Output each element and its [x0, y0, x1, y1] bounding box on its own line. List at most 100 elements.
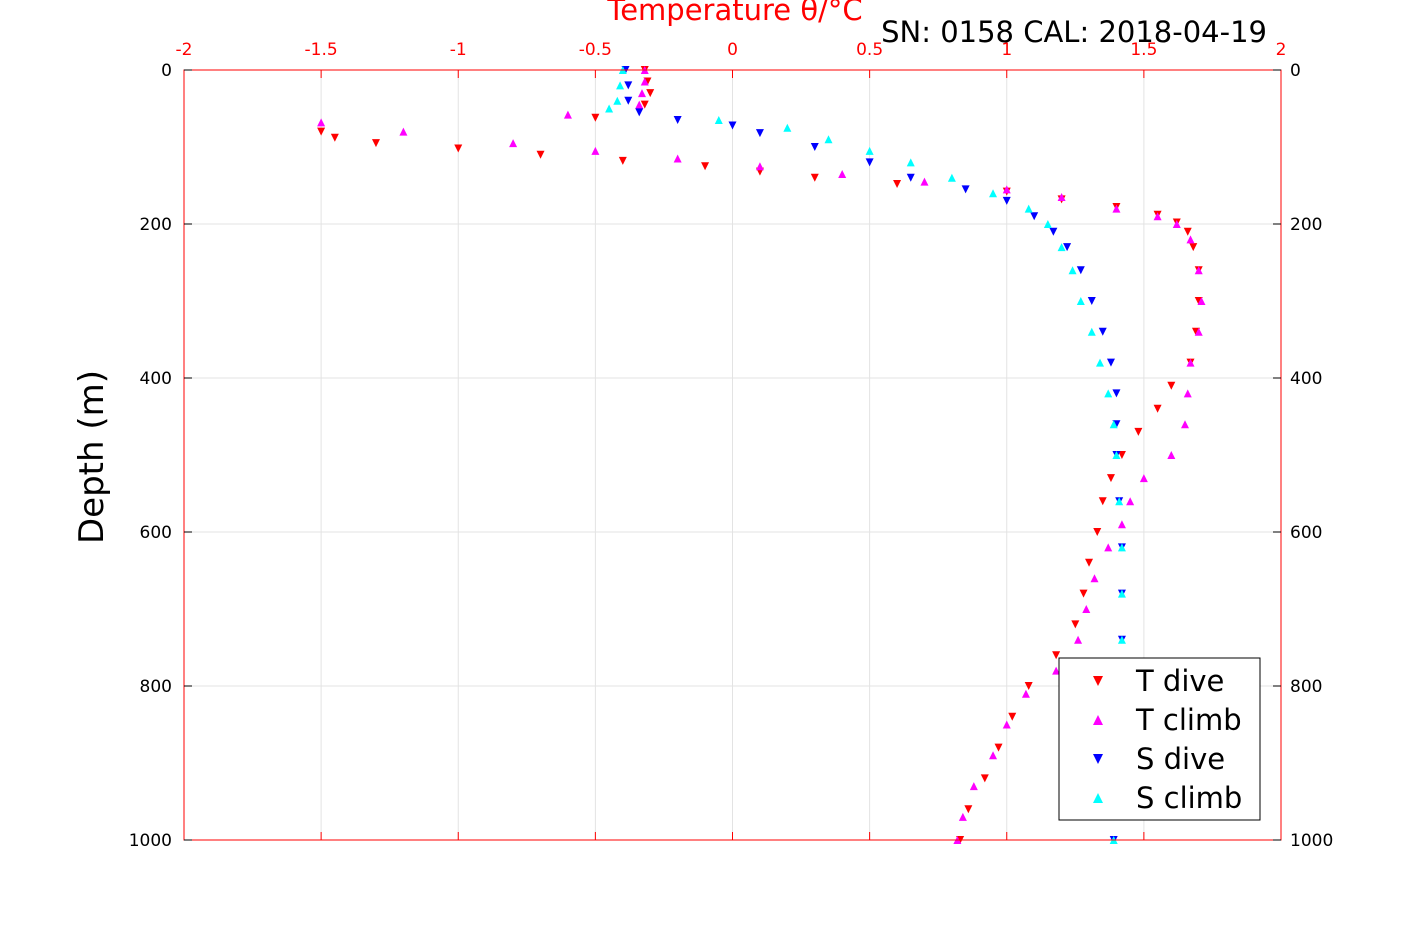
legend-label: T dive — [1135, 664, 1224, 698]
data-point — [994, 743, 1003, 752]
data-point — [1109, 420, 1118, 429]
series-s-dive — [621, 66, 1126, 844]
data-point — [783, 123, 792, 132]
y-tick-label-left: 1000 — [129, 831, 172, 851]
legend-marker — [1093, 715, 1103, 725]
data-point — [1181, 420, 1190, 429]
data-point — [1117, 543, 1126, 552]
data-point — [1194, 266, 1203, 275]
data-point — [865, 158, 874, 167]
legend-marker — [1093, 793, 1103, 803]
y-axis-label: Depth (m) — [72, 370, 112, 544]
data-point — [964, 805, 973, 814]
data-point — [1063, 243, 1072, 252]
data-point — [1021, 689, 1030, 698]
data-point — [640, 100, 649, 109]
data-point — [1095, 358, 1104, 367]
legend-box — [1058, 657, 1261, 821]
legend-label: S dive — [1136, 742, 1225, 776]
data-point — [1153, 212, 1162, 221]
legend: T dive T climb S dive S climb — [1058, 657, 1261, 821]
data-point — [399, 127, 408, 136]
data-point — [605, 104, 614, 113]
data-point — [536, 150, 545, 159]
data-point — [1076, 266, 1085, 275]
data-point — [947, 173, 956, 182]
data-point — [1087, 297, 1096, 305]
data-point — [1153, 404, 1162, 413]
y-tick-label-right: 800 — [1290, 677, 1322, 697]
data-point — [980, 774, 989, 783]
data-point — [728, 121, 737, 130]
data-point — [1002, 720, 1011, 729]
y-tick-label-right: 400 — [1290, 369, 1322, 389]
data-point — [317, 127, 326, 136]
legend-marker — [1093, 754, 1103, 764]
data-point — [1117, 635, 1126, 644]
series-t-climb — [317, 66, 1206, 844]
data-point — [1126, 497, 1135, 506]
data-point — [1183, 227, 1192, 236]
data-point — [371, 139, 380, 148]
data-point — [1085, 558, 1094, 567]
data-point — [646, 89, 655, 98]
data-point — [640, 77, 649, 86]
data-point — [810, 173, 819, 182]
y-tick-label-left: 600 — [140, 523, 172, 543]
data-point — [1112, 204, 1121, 213]
data-point — [893, 179, 902, 188]
x-tick-label: 2 — [1276, 40, 1287, 60]
data-point — [317, 118, 326, 127]
legend-marker — [1093, 676, 1103, 686]
data-point — [755, 129, 764, 138]
y-tick-label-left: 800 — [140, 677, 172, 697]
data-point — [1082, 605, 1091, 613]
data-point — [1093, 528, 1102, 536]
data-point — [1090, 574, 1099, 583]
data-point — [969, 782, 978, 791]
data-point — [865, 146, 874, 155]
data-point — [330, 133, 339, 142]
data-point — [613, 96, 622, 105]
data-point — [1057, 243, 1066, 252]
data-point — [906, 173, 915, 182]
data-point — [624, 96, 633, 105]
data-point — [714, 116, 723, 125]
data-point — [1117, 589, 1126, 598]
data-point — [1052, 651, 1061, 660]
data-point — [1183, 389, 1192, 398]
data-point — [635, 100, 644, 109]
data-point — [1104, 389, 1113, 398]
data-point — [838, 169, 847, 178]
data-point — [624, 81, 633, 90]
y-tick-label-right: 0 — [1290, 61, 1301, 81]
data-point — [1030, 212, 1039, 221]
y-tick-label-left: 0 — [161, 61, 172, 81]
data-point — [1024, 204, 1033, 213]
data-point — [1172, 220, 1181, 228]
data-point — [1117, 451, 1126, 459]
data-point — [673, 154, 682, 163]
data-point — [1098, 497, 1107, 506]
data-point — [1106, 358, 1115, 367]
y-tick-label-right: 600 — [1290, 523, 1322, 543]
data-point — [1087, 327, 1096, 336]
data-point — [1104, 543, 1113, 552]
data-point — [673, 116, 682, 125]
x-tick-label: 1 — [1001, 40, 1012, 60]
y-tick-label-left: 200 — [140, 215, 172, 235]
data-point — [591, 113, 600, 122]
x-tick-label: 0.5 — [856, 40, 883, 60]
data-point — [1186, 358, 1195, 367]
data-point — [1167, 381, 1176, 390]
data-point — [1098, 327, 1107, 336]
data-point — [920, 177, 929, 186]
data-point — [989, 751, 998, 760]
data-point — [1139, 474, 1148, 483]
x-tick-label: -2 — [176, 40, 193, 60]
data-point — [810, 143, 819, 151]
data-point — [591, 146, 600, 155]
data-point — [563, 110, 572, 119]
legend-label: S climb — [1136, 781, 1242, 815]
